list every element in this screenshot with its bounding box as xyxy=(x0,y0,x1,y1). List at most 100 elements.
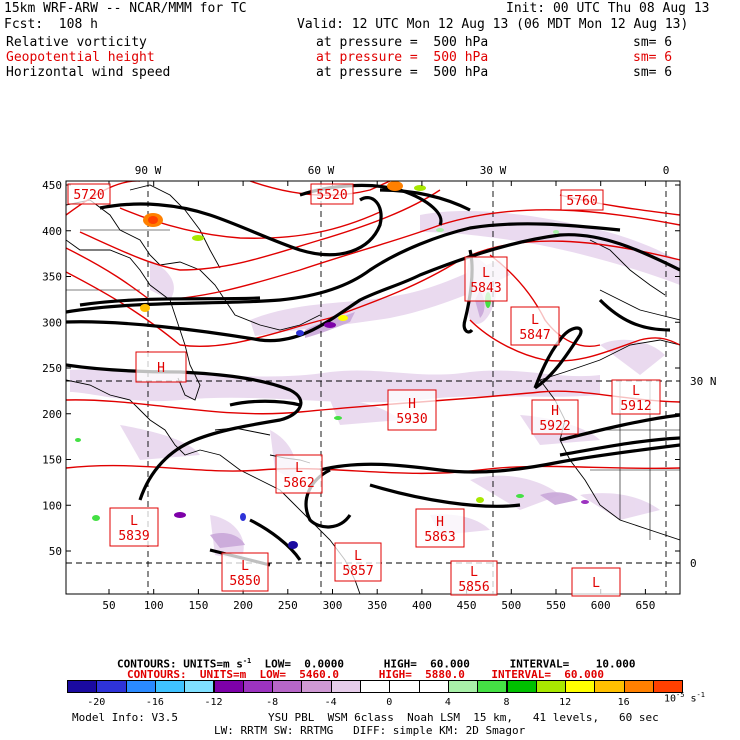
colorbar-tick-label: -20 xyxy=(87,697,106,708)
colorbar-tick-label: 12 xyxy=(559,697,572,708)
height-center-box: 5520 xyxy=(310,183,354,205)
colorbar-swatch xyxy=(67,680,98,693)
x-tick-label: 450 xyxy=(457,599,477,612)
contour-info-wind: CONTOURS: UNITS=m s-1 LOW= 0.0000 HIGH= … xyxy=(117,657,636,671)
colorbar-swatch xyxy=(154,680,186,693)
height-center-value: 5863 xyxy=(424,530,455,545)
colorbar-tick-label: -16 xyxy=(145,697,164,708)
height-center-value: 5922 xyxy=(539,419,570,434)
height-center-frame xyxy=(67,183,111,205)
y-axis-labels: 50 100 150 200 250 300 350 400 450 xyxy=(42,179,62,558)
height-center-frame xyxy=(135,351,187,383)
height-center-frame xyxy=(415,508,465,548)
colorbar-tick-label: 0 xyxy=(386,697,393,708)
colorbar-tick-label: -12 xyxy=(204,697,223,708)
field-pressure-wind: at pressure = 500 hPa xyxy=(316,65,489,80)
lat-label-0: 0 xyxy=(690,557,697,570)
forecast-hour: Fcst: 108 h xyxy=(4,17,98,32)
colorbar-swatch xyxy=(535,680,567,693)
x-tick-label: 50 xyxy=(102,599,115,612)
low-center-letter: L xyxy=(354,549,362,564)
colorbar-swatch xyxy=(96,680,127,693)
vorticity-maxima xyxy=(75,181,589,549)
physics-info-1: YSU PBL WSM 6class Noah LSM 15 km, 41 le… xyxy=(268,711,659,724)
height-center-frame xyxy=(275,454,323,494)
height-center-box: 5760 xyxy=(560,189,604,211)
height-center-value: 5760 xyxy=(566,194,597,209)
height-center-frame xyxy=(450,560,498,596)
x-axis-labels: 50 100 150 200 250 300 350 400 450 500 550 600 650 xyxy=(102,599,655,612)
lat-label-30n: 30 N xyxy=(690,375,717,388)
field-sm-vorticity: sm= 6 xyxy=(633,35,673,50)
x-tick-label: 100 xyxy=(144,599,164,612)
x-tick-label: 650 xyxy=(635,599,655,612)
colorbar-swatch xyxy=(213,680,244,693)
low-center-letter: L xyxy=(592,576,600,591)
x-tick-label: 600 xyxy=(591,599,611,612)
lon-label-0: 0 xyxy=(663,164,670,177)
x-tick-label: 150 xyxy=(188,599,208,612)
height-center-frame xyxy=(464,256,508,302)
x-tick-label: 550 xyxy=(546,599,566,612)
high-center-letter: H xyxy=(436,515,444,530)
height-center-value: 5843 xyxy=(470,281,501,296)
contour-info-height: CONTOURS: UNITS=m LOW= 5460.0 HIGH= 5880… xyxy=(127,668,604,681)
low-center-letter: L xyxy=(470,565,478,580)
lon-label-90w: 90 W xyxy=(135,164,162,177)
low-center-letter: L xyxy=(632,384,640,399)
field-pressure-geopotential: at pressure = 500 hPa xyxy=(316,50,489,65)
height-center-frame xyxy=(387,389,437,431)
physics-info-2: LW: RRTM SW: RRTMG DIFF: simple KM: 2D S… xyxy=(214,724,526,737)
model-title: 15km WRF-ARW -- NCAR/MMM for TC xyxy=(4,1,247,16)
high-center-letter: H xyxy=(157,361,165,376)
colorbar-swatch xyxy=(653,680,684,693)
y-tick-label: 300 xyxy=(42,316,62,329)
field-name-geopotential: Geopotential height xyxy=(6,50,155,65)
colorbar-swatch xyxy=(272,680,303,693)
init-time: Init: 00 UTC Thu 08 Aug 13 xyxy=(506,1,710,16)
y-tick-label: 250 xyxy=(42,362,62,375)
height-center-frame xyxy=(221,552,269,592)
height-center-box: 5720 xyxy=(67,183,111,205)
colorbar-swatch xyxy=(125,680,156,693)
low-center-letter: L xyxy=(130,514,138,529)
colorbar-swatch xyxy=(594,680,625,693)
x-tick-label: 500 xyxy=(501,599,521,612)
y-tick-label: 400 xyxy=(42,225,62,238)
colorbar-swatch xyxy=(447,680,479,693)
y-tick-label: 100 xyxy=(42,499,62,512)
colorbar-tick-label: 16 xyxy=(617,697,630,708)
colorbar-swatch xyxy=(242,680,274,693)
colorbar-swatch xyxy=(389,680,420,693)
field-sm-geopotential: sm= 6 xyxy=(633,50,673,65)
colorbar-tick-label: 4 xyxy=(444,697,451,708)
colorbar-tick-label: 8 xyxy=(503,697,510,708)
height-center-frame xyxy=(611,379,661,415)
colorbar-tick-label: -4 xyxy=(324,697,337,708)
lon-label-60w: 60 W xyxy=(308,164,335,177)
height-center-frame xyxy=(109,507,159,547)
height-center-value: 5856 xyxy=(458,580,489,595)
low-center-letter: L xyxy=(295,461,303,476)
field-name-wind: Horizontal wind speed xyxy=(6,65,171,80)
x-tick-label: 350 xyxy=(367,599,387,612)
field-pressure-vorticity: at pressure = 500 hPa xyxy=(316,35,489,50)
colorbar-swatch xyxy=(418,680,449,693)
colorbar-swatch xyxy=(565,680,596,693)
field-sm-wind: sm= 6 xyxy=(633,65,673,80)
height-centers: 5720 5520 5760L5843L5847HH5930H5922L5912L5… xyxy=(67,183,661,597)
low-center-letter: L xyxy=(482,266,490,281)
valid-time: Valid: 12 UTC Mon 12 Aug 13 (06 MDT Mon … xyxy=(297,17,689,32)
x-tick-label: 200 xyxy=(233,599,253,612)
high-center-letter: H xyxy=(551,404,559,419)
